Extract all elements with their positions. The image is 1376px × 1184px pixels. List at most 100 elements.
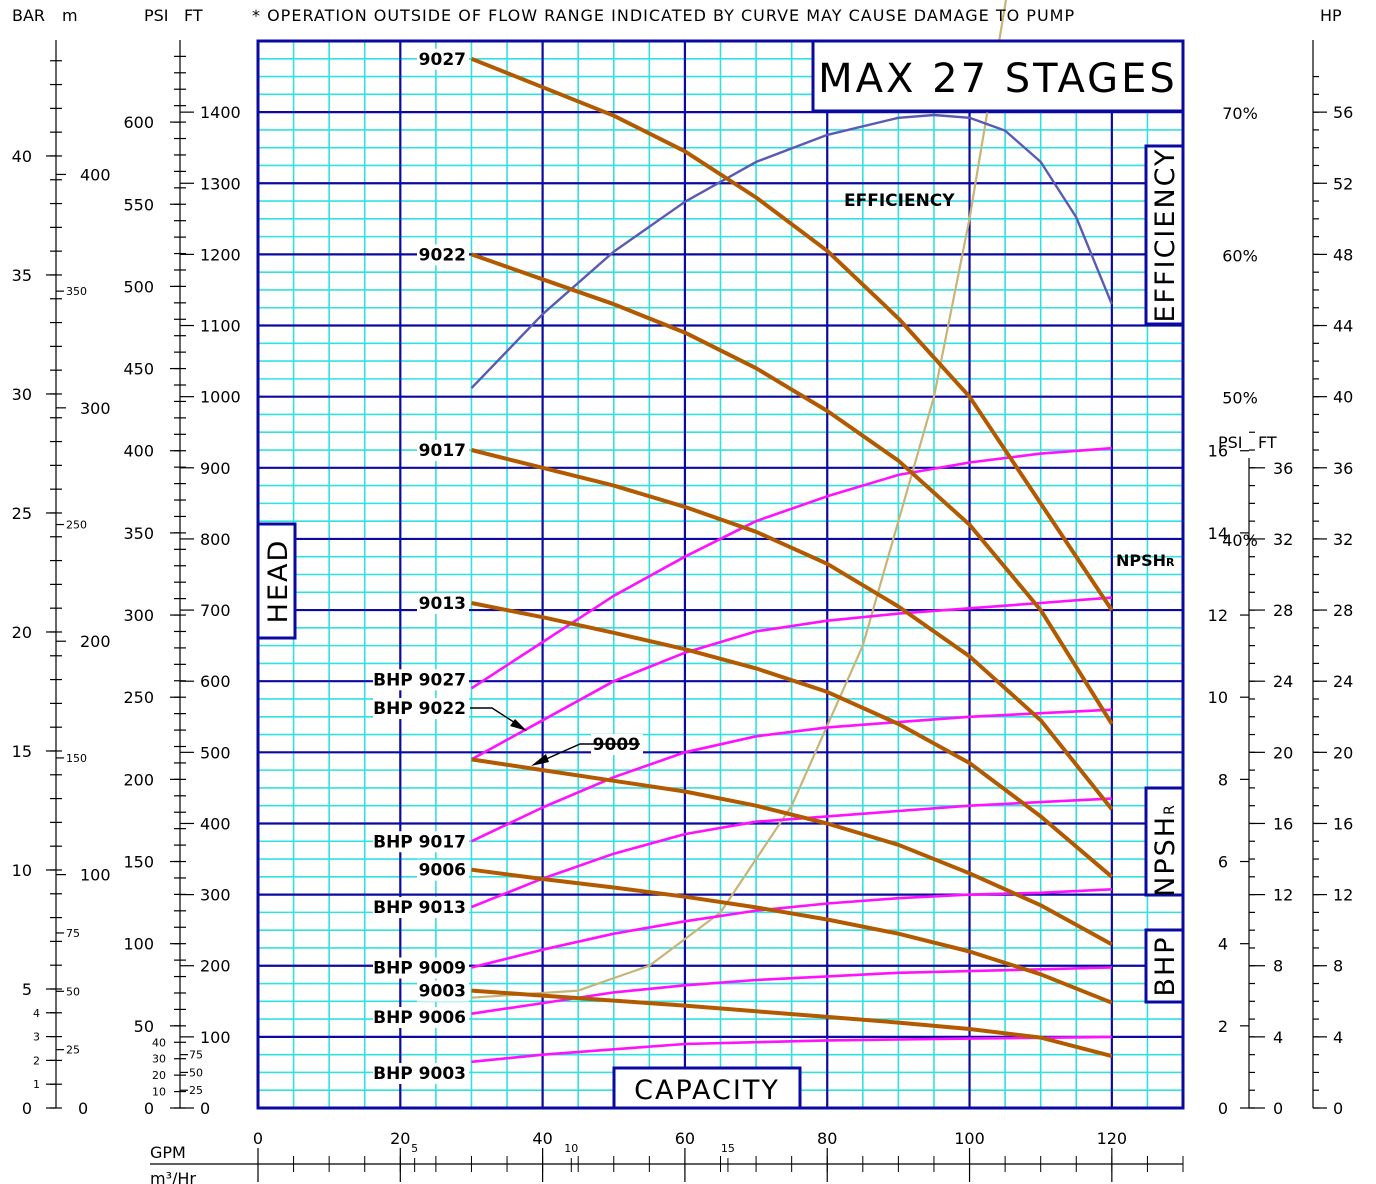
- bar-tick-label: 5: [22, 980, 32, 999]
- svg-text:NPSHR: NPSHR: [1116, 551, 1175, 570]
- npsh-psi-tick-label: 4: [1218, 935, 1228, 954]
- ft-tick-label: 1200: [200, 245, 241, 264]
- efficiency-vertical-label: EFFICIENCY: [1150, 147, 1181, 322]
- m-tick-label: 75: [66, 927, 80, 940]
- psi-tick-label: 50: [134, 1017, 154, 1036]
- ft-tick-label: 800: [200, 530, 231, 549]
- ft-tick-label: 900: [200, 459, 231, 478]
- npsh-ft-tick-label: 8: [1273, 957, 1283, 976]
- psi-tick-label: 150: [123, 853, 154, 872]
- m3hr-tick-label: 15: [721, 1142, 735, 1155]
- hp-tick-label: 48: [1333, 245, 1353, 264]
- gpm-tick-label: 100: [954, 1129, 985, 1148]
- bhp-label-9006: BHP 9006: [373, 1008, 466, 1028]
- hp-tick-label: 52: [1333, 174, 1353, 193]
- bar-tick-label: 3: [33, 1031, 40, 1044]
- head-label-9006: 9006: [419, 861, 466, 881]
- m3hr-tick-label: 10: [564, 1142, 578, 1155]
- psi-tick-label: 30: [152, 1053, 166, 1066]
- bhp-curve-9017: [470, 708, 1112, 843]
- bhp-label-9003: BHP 9003: [373, 1064, 466, 1084]
- bhp-curve-9003: [471, 1035, 1112, 1064]
- hp-tick-label: 20: [1333, 743, 1353, 762]
- efficiency-vertical-box: EFFICIENCY: [1144, 144, 1185, 326]
- capacity-label: CAPACITY: [634, 1075, 780, 1106]
- bar-tick-label: 2: [33, 1054, 40, 1067]
- head-label-9013-bg: [417, 592, 469, 614]
- ft-tick-label: 400: [200, 814, 231, 833]
- bar-tick-label: 35: [12, 266, 32, 285]
- m-tick-label: 200: [80, 632, 111, 651]
- ft-tick-label: 300: [200, 886, 231, 905]
- head-curve-9006: [471, 867, 1113, 1005]
- bhp-box: BHP: [1144, 928, 1185, 1004]
- bhp-label-9027: BHP 9027: [373, 670, 466, 690]
- bar-tick-label: 25: [12, 504, 32, 523]
- npsh-ft-tick-label: 4: [1273, 1028, 1283, 1047]
- m-tick-label: 300: [80, 399, 111, 418]
- ft-tick-label: 600: [200, 672, 231, 691]
- head-label-9022: 9022: [419, 245, 466, 265]
- ft-tick-label: 1300: [200, 174, 241, 193]
- psi-tick-label: 550: [123, 195, 154, 214]
- bar-tick-label: 20: [12, 623, 32, 642]
- hp-tick-label: 16: [1333, 814, 1353, 833]
- npsh-ft-tick-label: 16: [1273, 814, 1293, 833]
- bar-unit-label: BAR: [12, 6, 45, 25]
- hp-tick-label: 56: [1333, 103, 1353, 122]
- bhp-curve-9027: [470, 446, 1112, 690]
- npsh-psi-tick-label: 10: [1208, 688, 1228, 707]
- ft-tick-label: 700: [200, 601, 231, 620]
- psi-tick-label: 400: [123, 442, 154, 461]
- head-curve-9022: [470, 252, 1114, 725]
- npsh-psi-tick-label: 16: [1208, 442, 1228, 461]
- psi-tick-label: 40: [152, 1036, 166, 1049]
- bar-tick-label: 30: [12, 385, 32, 404]
- psi-tick-label: 200: [123, 770, 154, 789]
- m-tick-label: 0: [78, 1099, 88, 1118]
- psi-tick-label: 450: [123, 360, 154, 379]
- npsh-ft-tick-label: 12: [1273, 886, 1293, 905]
- head-curve-9027: [470, 56, 1114, 612]
- m-tick-label: 350: [66, 285, 87, 298]
- callout-9009-arrow: [531, 754, 549, 766]
- bar-tick-label: 15: [12, 742, 32, 761]
- capacity-box: CAPACITY: [612, 1066, 802, 1110]
- bar-tick-label: 1: [33, 1078, 40, 1091]
- head-label-9009: 9009: [593, 735, 640, 755]
- npsh-label: NPSH: [1150, 815, 1181, 897]
- hp-tick-label: 44: [1333, 317, 1353, 336]
- ft-tick-label: 1100: [200, 317, 241, 336]
- gpm-tick-label: 80: [817, 1129, 837, 1148]
- max-stages-box: MAX 27 STAGES: [811, 39, 1185, 113]
- hp-tick-label: 40: [1333, 388, 1353, 407]
- npsh-ft-unit-label: FT: [1258, 433, 1277, 452]
- npsh-psi-tick-label: 12: [1208, 606, 1228, 625]
- head-label-9027: 9027: [419, 50, 466, 70]
- ft-tick-label: 75: [189, 1049, 203, 1062]
- bhp-curve-9022: [470, 596, 1112, 761]
- psi-tick-label: 500: [123, 277, 154, 296]
- psi-tick-label: 10: [152, 1086, 166, 1099]
- hp-tick-label: 32: [1333, 530, 1353, 549]
- bar-tick-label: 10: [12, 861, 32, 880]
- bhp-label-9006-bg: [373, 1007, 469, 1028]
- npsh-box: NPSHR: [1144, 786, 1185, 897]
- hp-tick-label: 4: [1333, 1028, 1343, 1047]
- head-box: HEAD: [256, 522, 297, 640]
- psi-tick-label: 250: [123, 688, 154, 707]
- bar-tick-label: 0: [22, 1099, 32, 1118]
- m-unit-label: m: [62, 6, 78, 25]
- chart-grid: [256, 39, 1185, 1110]
- bhp-label-9003-bg: [373, 1063, 469, 1084]
- ft-tick-label: 100: [200, 1028, 231, 1047]
- ft-tick-label: 50: [189, 1066, 203, 1079]
- efficiency-curve: [470, 113, 1113, 389]
- bhp-label-9022: BHP 9022: [373, 699, 466, 719]
- bhp-curve-9013: [471, 797, 1112, 909]
- head-label-9017-bg: [417, 440, 469, 462]
- npsh-subscript: R: [1162, 803, 1178, 815]
- efficiency-tick-label: 60%: [1222, 246, 1258, 265]
